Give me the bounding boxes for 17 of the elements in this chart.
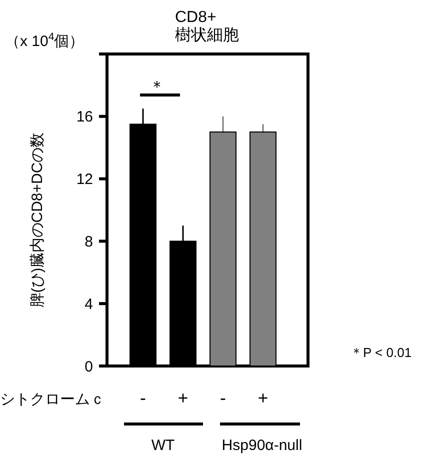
x-tick-label: - — [140, 388, 146, 408]
y-axis-title: 脾(ひ)臓内のCD8+DCの数 — [29, 132, 46, 308]
chart-title: CD8+ 樹状細胞 — [175, 9, 239, 44]
x-tick-label: + — [178, 388, 188, 408]
text: WT — [151, 437, 175, 454]
text: Hsp90α-null — [222, 437, 302, 454]
y-tick-label: 4 — [84, 296, 93, 313]
y-tick-label: 16 — [76, 108, 93, 126]
y-tick-label: 12 — [76, 171, 93, 188]
annotation: ＊ — [149, 79, 165, 96]
text: （x 10$^{4}$個） — [5, 31, 84, 50]
x-tick-label: + — [258, 388, 268, 408]
y-tick-label: 0 — [84, 358, 93, 376]
text: シトクロームｃ — [0, 391, 105, 408]
y-tick-label: 8 — [84, 233, 93, 250]
x-tick-label: - — [220, 388, 226, 408]
text: ＊P < 0.01 — [350, 345, 412, 360]
